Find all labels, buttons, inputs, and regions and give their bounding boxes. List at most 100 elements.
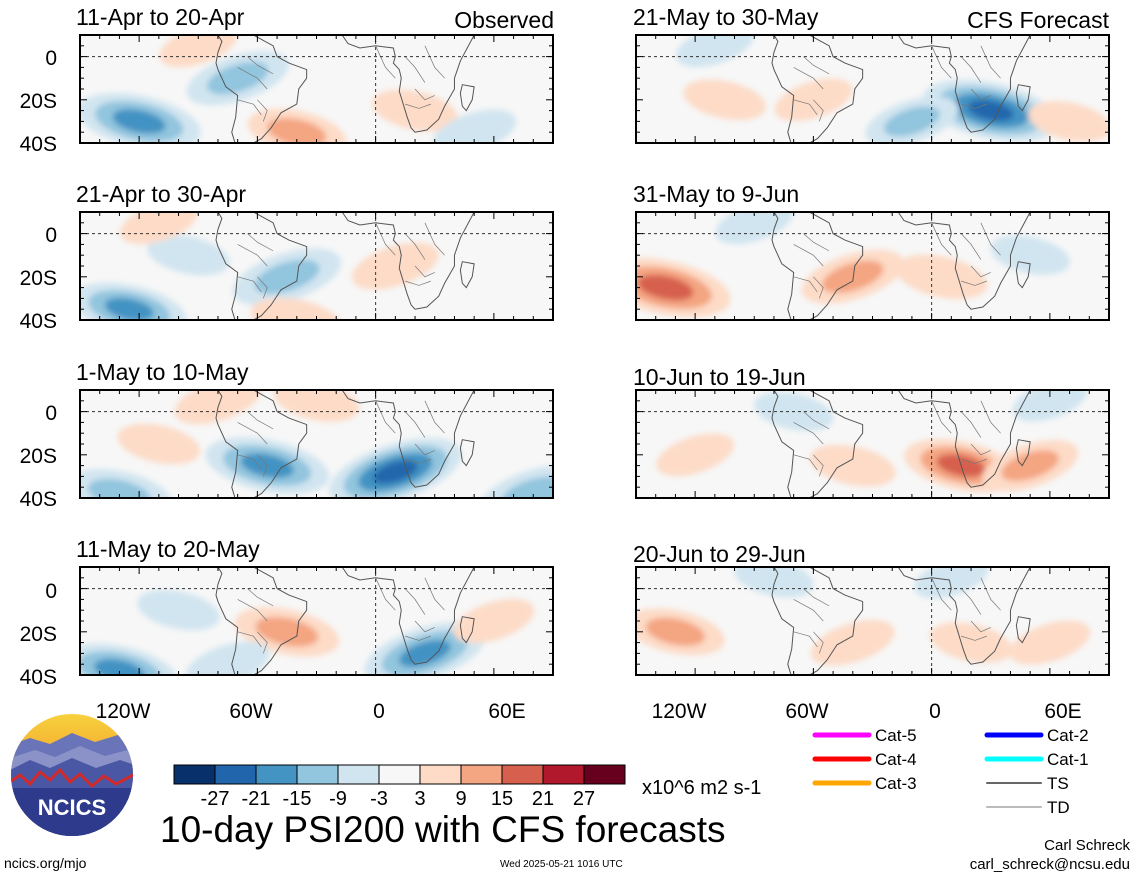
panel-p0_1 [79, 190, 554, 321]
coastline [341, 390, 475, 488]
panel-p1_2 [635, 389, 1110, 499]
border-line [247, 233, 274, 252]
colorbar-units: x10^6 m2 s-1 [642, 777, 761, 799]
border-line [237, 631, 262, 648]
border-line [257, 454, 268, 477]
border-line [803, 411, 830, 430]
border-line [970, 443, 991, 456]
border-line [247, 56, 274, 75]
border-line [404, 233, 426, 260]
ncics-logo: NCICS [11, 714, 133, 836]
legend-label-ts: TS [1047, 774, 1069, 793]
colorbar-label: 3 [414, 788, 425, 810]
anomaly-contour [117, 423, 201, 465]
border-line [375, 577, 396, 611]
anomaly-contour [94, 659, 145, 675]
anomaly-contour [1028, 101, 1109, 142]
legend-label-cat-2: Cat-2 [1047, 726, 1089, 745]
colorbar-label: -21 [242, 788, 271, 810]
panel-title-obs-4: 11-May to 20-May [76, 536, 260, 562]
border-line [237, 67, 268, 90]
y-tick-40s-row3: 40S [20, 488, 57, 511]
panel-title-fc-3: 10-Jun to 19-Jun [633, 364, 806, 390]
coastline [1016, 545, 1046, 562]
colorbar-swatch [583, 764, 626, 785]
anomaly-contour [104, 297, 154, 320]
panel-p1_1 [635, 211, 1110, 321]
coastline [459, 616, 475, 644]
coastline [771, 212, 864, 320]
x-tick-60e-left: 60E [488, 700, 525, 723]
legend-label-cat-3: Cat-3 [875, 774, 917, 793]
border-line [375, 45, 396, 79]
x-tick-60w-left: 60W [229, 700, 272, 723]
y-tick-20s-row2: 20S [20, 267, 57, 290]
anomaly-contour [683, 79, 766, 121]
anomaly-contour [637, 274, 694, 301]
panel-title-obs-1: 11-Apr to 20-Apr [76, 4, 245, 30]
border-line [237, 244, 268, 267]
x-tick-120w-left: 120W [96, 700, 151, 723]
anomaly-contour [810, 619, 895, 666]
y-tick-20s-row4: 20S [20, 623, 57, 646]
border-line [414, 620, 435, 633]
border-line [405, 635, 431, 641]
border-line [960, 56, 982, 83]
observed-label: Observed [454, 7, 554, 33]
border-line [424, 45, 445, 79]
border-line [793, 99, 818, 116]
coastline [1015, 439, 1031, 467]
anomaly-contour [645, 617, 705, 646]
border-line [813, 454, 824, 477]
x-tick-0-right: 0 [929, 700, 941, 723]
anomaly-contour [884, 106, 940, 137]
panel-title-obs-3: 1-May to 10-May [76, 359, 249, 385]
border-line [414, 88, 435, 101]
border-line [404, 588, 426, 615]
panel-p0_3 [79, 566, 554, 676]
coastline [771, 390, 864, 498]
anomaly-contour [88, 478, 151, 498]
anomaly-contour [1009, 620, 1091, 665]
border-line [970, 88, 991, 101]
panel-p1_3 [635, 545, 1110, 676]
panel-p0_2 [79, 389, 554, 499]
colorbar-label: -3 [370, 788, 388, 810]
border-line [960, 411, 982, 438]
border-line [803, 588, 830, 607]
coastline [897, 390, 1031, 488]
coastline [215, 390, 308, 498]
coastline [771, 567, 864, 675]
ncics-logo-text: NCICS [38, 795, 106, 820]
border-line [237, 422, 268, 445]
border-line [257, 276, 268, 299]
border-line [961, 280, 987, 286]
coastline [459, 261, 475, 289]
anomaly-contour [185, 641, 270, 675]
storm-category-legend: Cat-5 Cat-2 Cat-4 Cat-1 Cat-3 TS TD [812, 726, 1089, 817]
coastline [897, 567, 1031, 665]
cfs-forecast-label: CFS Forecast [967, 7, 1109, 33]
border-line [803, 56, 830, 75]
coastline [460, 190, 490, 207]
border-line [961, 635, 987, 641]
legend-label-td: TD [1047, 798, 1070, 817]
colorbar-label: -27 [201, 788, 230, 810]
border-line [375, 400, 396, 434]
border-line [813, 99, 824, 122]
anomaly-contour [453, 598, 535, 644]
x-tick-60w-right: 60W [785, 700, 828, 723]
coastline [1015, 84, 1031, 112]
anomaly-contour [250, 297, 343, 320]
anomaly-contour [207, 61, 269, 95]
border-line [793, 599, 824, 622]
main-title: 10-day PSI200 with CFS forecasts [160, 809, 726, 850]
panel-title-fc-2: 31-May to 9-Jun [633, 181, 799, 207]
coastline [215, 35, 308, 143]
coastline [459, 84, 475, 112]
panel-p0_0 [79, 34, 554, 144]
coastline [1015, 616, 1031, 644]
border-line [237, 99, 262, 116]
border-line [405, 458, 431, 464]
